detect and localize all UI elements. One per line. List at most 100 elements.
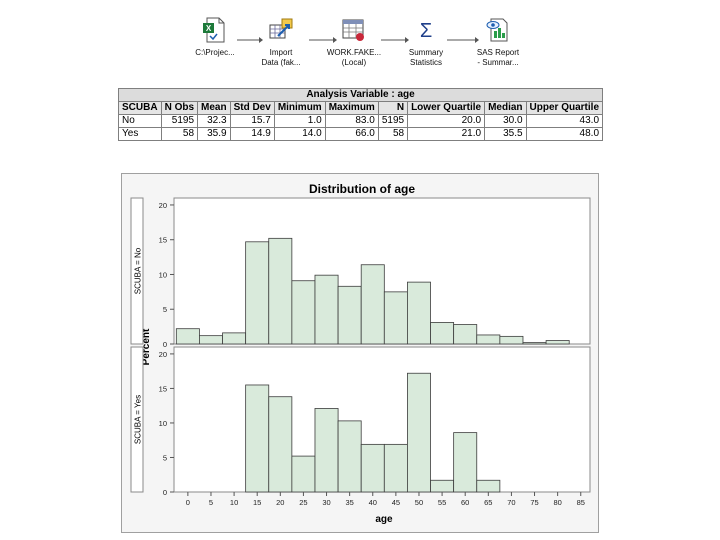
column-header: Upper Quartile bbox=[525, 101, 604, 115]
flow-node-sublabel: (Local) bbox=[341, 58, 367, 67]
table-cell: 58 bbox=[377, 127, 409, 141]
table-cell: 35.5 bbox=[484, 127, 527, 141]
histogram-bar bbox=[291, 280, 316, 345]
svg-text:X: X bbox=[206, 24, 212, 33]
flow-node-import-data[interactable]: Import Data (fak... bbox=[243, 15, 319, 68]
table-cell: 43.0 bbox=[525, 114, 604, 128]
x-tick-label: 20 bbox=[276, 498, 284, 507]
table-cell: 5195 bbox=[160, 114, 199, 128]
table-cell: 14.9 bbox=[229, 127, 275, 141]
y-tick-label: 20 bbox=[159, 201, 167, 210]
svg-text:Σ: Σ bbox=[420, 20, 432, 42]
histogram-bar bbox=[291, 455, 316, 493]
y-tick-label: 10 bbox=[159, 270, 167, 279]
table-cell: 30.0 bbox=[484, 114, 527, 128]
flow-node-label: Summary bbox=[408, 48, 444, 57]
panel-label-strip bbox=[130, 346, 144, 493]
table-cell: 35.9 bbox=[197, 127, 231, 141]
histogram-bar bbox=[407, 281, 431, 345]
histogram-bar bbox=[245, 241, 270, 345]
y-tick-label: 5 bbox=[163, 305, 167, 314]
table-cell: 14.0 bbox=[273, 127, 326, 141]
table-cell: 1.0 bbox=[273, 114, 326, 128]
flow-node-summary-statistics[interactable]: Σ Summary Statistics bbox=[388, 15, 464, 68]
histogram-bar bbox=[199, 335, 223, 345]
sas-report-icon bbox=[486, 18, 508, 42]
table-cell: 21.0 bbox=[407, 127, 486, 141]
x-tick-label: 35 bbox=[345, 498, 353, 507]
table-cell: Yes bbox=[118, 127, 162, 141]
histogram-bar bbox=[453, 432, 478, 493]
flow-node-label: SAS Report bbox=[476, 48, 520, 57]
panel-label: SCUBA = Yes bbox=[134, 395, 143, 444]
table-cell: 83.0 bbox=[324, 114, 379, 128]
flow-arrow bbox=[381, 37, 409, 43]
sigma-icon: Σ bbox=[420, 20, 432, 42]
summary-statistics-table: Analysis Variable : age SCUBA N Obs Mean… bbox=[117, 88, 604, 141]
x-tick-label: 40 bbox=[369, 498, 377, 507]
flow-node-sas-report[interactable]: SAS Report - Summar... bbox=[460, 15, 536, 68]
x-tick-label: 75 bbox=[530, 498, 538, 507]
x-tick-label: 15 bbox=[253, 498, 261, 507]
data-table-icon bbox=[342, 19, 364, 41]
flow-node-excel[interactable]: X C:\Projec... bbox=[177, 15, 253, 58]
y-tick-label: 15 bbox=[159, 236, 167, 245]
y-tick-label: 0 bbox=[163, 340, 167, 349]
histogram-bar bbox=[476, 334, 501, 345]
histogram-chart-frame: Distribution of age Percent age SCUBA = … bbox=[121, 173, 599, 533]
y-tick-label: 0 bbox=[163, 488, 167, 497]
x-tick-label: 0 bbox=[186, 498, 190, 507]
table-cell: 5195 bbox=[377, 114, 409, 128]
flow-arrow bbox=[309, 37, 337, 43]
histogram-bar bbox=[430, 322, 455, 345]
column-header: N Obs bbox=[160, 101, 199, 115]
x-tick-label: 60 bbox=[461, 498, 469, 507]
histogram-bar bbox=[268, 396, 293, 493]
histogram-bar bbox=[360, 443, 385, 493]
histogram-bar bbox=[383, 443, 408, 493]
histogram-bar bbox=[175, 328, 200, 345]
x-tick-label: 30 bbox=[322, 498, 330, 507]
histogram-bar bbox=[314, 408, 339, 493]
histogram-bar bbox=[383, 291, 408, 345]
flow-arrow bbox=[447, 37, 479, 43]
histogram-bar bbox=[337, 420, 362, 493]
import-data-icon bbox=[269, 18, 293, 39]
table-cell: No bbox=[118, 114, 162, 128]
column-header: Std Dev bbox=[229, 101, 275, 115]
x-tick-label: 80 bbox=[553, 498, 561, 507]
table-cell: 20.0 bbox=[407, 114, 486, 128]
x-tick-label: 50 bbox=[415, 498, 423, 507]
table-cell: 48.0 bbox=[525, 127, 604, 141]
histogram-bar bbox=[522, 342, 547, 345]
histogram-bar bbox=[245, 384, 270, 493]
flow-node-sublabel: Data (fak... bbox=[261, 58, 301, 67]
x-tick-label: 10 bbox=[230, 498, 238, 507]
x-tick-label: 85 bbox=[577, 498, 585, 507]
histogram-bar bbox=[407, 372, 431, 493]
flow-node-work-table[interactable]: WORK.FAKE... (Local) bbox=[316, 15, 392, 68]
process-flow: X C:\Projec... Import Data (fak... WORK.… bbox=[185, 15, 530, 73]
histogram-bar bbox=[545, 340, 570, 345]
column-header: SCUBA bbox=[118, 101, 162, 115]
histogram-bar bbox=[476, 479, 501, 493]
histogram-bar bbox=[430, 479, 455, 493]
x-tick-label: 5 bbox=[209, 498, 213, 507]
excel-file-icon: X bbox=[203, 17, 225, 43]
x-tick-label: 45 bbox=[392, 498, 400, 507]
panel-label: SCUBA = No bbox=[134, 247, 143, 294]
histogram-chart: Distribution of age Percent age SCUBA = … bbox=[130, 182, 591, 525]
table-row: No 5195 32.3 15.7 1.0 83.0 5195 20.0 30.… bbox=[118, 114, 604, 128]
y-tick-label: 15 bbox=[159, 384, 167, 393]
histogram-bar bbox=[499, 335, 524, 345]
x-tick-label: 55 bbox=[438, 498, 446, 507]
table-cell: 58 bbox=[160, 127, 199, 141]
table-cell: 66.0 bbox=[324, 127, 379, 141]
flow-node-sublabel: Statistics bbox=[409, 58, 442, 67]
y-axis-label: Percent bbox=[141, 328, 152, 365]
table-row: Yes 58 35.9 14.9 14.0 66.0 58 21.0 35.5 … bbox=[118, 127, 604, 141]
x-axis-label: age bbox=[375, 514, 393, 525]
flow-node-label: C:\Projec... bbox=[195, 48, 235, 57]
table-caption: Analysis Variable : age bbox=[117, 88, 604, 102]
x-tick-label: 25 bbox=[299, 498, 307, 507]
